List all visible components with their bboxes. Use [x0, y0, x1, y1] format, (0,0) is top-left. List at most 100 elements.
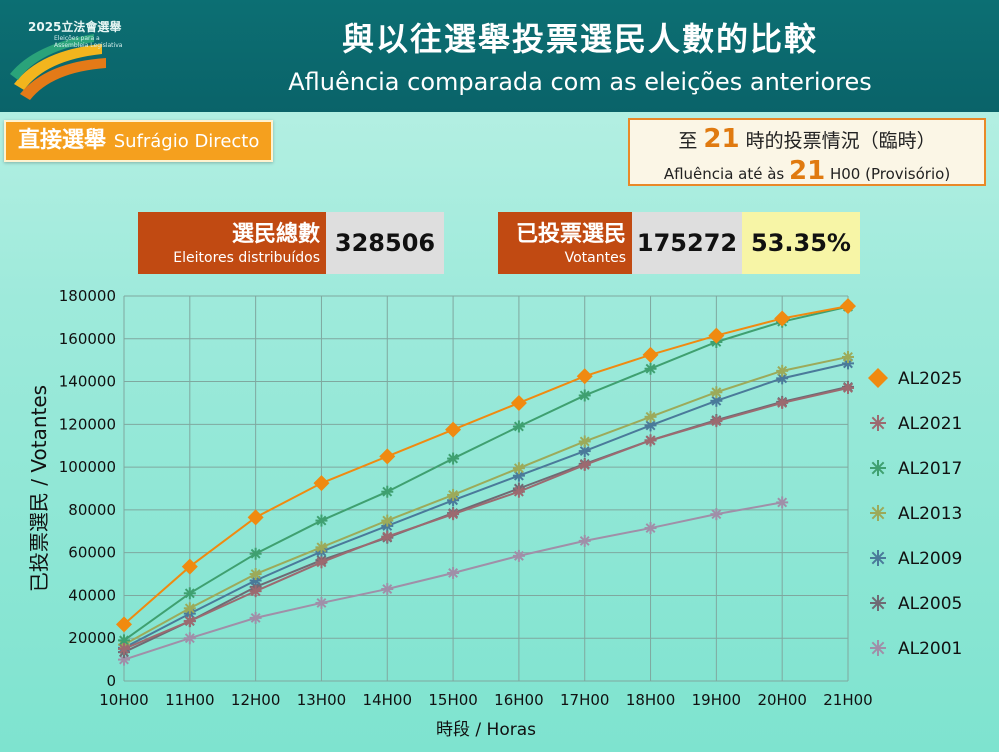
series-line-al2017 — [123, 305, 849, 642]
legend-label-al2017: AL2017 — [898, 459, 962, 479]
x-tick-label: 16H00 — [494, 691, 543, 709]
x-tick-label: 11H00 — [165, 691, 214, 709]
turnout-value: 53.35% — [742, 212, 860, 274]
page-title-zh: 與以往選舉投票選民人數的比較 — [341, 20, 818, 58]
data-point-al2025 — [840, 298, 856, 315]
legend-marker-al2009 — [870, 550, 886, 566]
data-point-al2013 — [183, 602, 196, 615]
data-point-al2001 — [381, 583, 394, 596]
legend-label-al2013: AL2013 — [898, 504, 962, 524]
data-point-al2001 — [644, 522, 657, 535]
status-suffix-pt: H00 (Provisório) — [829, 165, 951, 183]
data-point-al2025 — [313, 475, 330, 492]
data-point-al2025 — [576, 368, 593, 385]
data-point-al2013 — [578, 435, 591, 448]
data-point-al2021 — [447, 508, 460, 521]
data-point-al2013 — [842, 350, 854, 363]
data-point-al2017 — [381, 485, 394, 498]
x-tick-label: 18H00 — [626, 691, 675, 709]
badge-pt: Sufrágio Directo — [113, 131, 260, 152]
data-point-al2025 — [510, 394, 527, 411]
data-point-al2025 — [379, 448, 396, 465]
voters-value: 175272 — [632, 212, 742, 274]
logo-title: 2025立法會選舉 — [28, 20, 122, 34]
y-tick-label: 160000 — [59, 330, 116, 348]
series-line-al2005 — [123, 385, 849, 654]
data-point-al2013 — [447, 488, 460, 501]
data-point-al2017 — [578, 389, 591, 402]
y-axis-title: 已投票選民 / Votantes — [27, 385, 51, 592]
data-point-al2021 — [512, 485, 525, 498]
x-tick-label: 15H00 — [428, 691, 477, 709]
y-tick-label: 120000 — [59, 415, 116, 433]
legend-label-al2021: AL2021 — [898, 414, 962, 434]
electors-value: 328506 — [326, 212, 444, 274]
data-point-al2021 — [644, 434, 657, 447]
voters-label: 已投票選民 Votantes — [498, 212, 632, 274]
data-point-al2021 — [710, 415, 723, 428]
x-tick-label: 19H00 — [692, 691, 741, 709]
legend-marker-al2001 — [870, 640, 886, 656]
legend-label-al2025: AL2025 — [898, 369, 962, 389]
legend-marker-al2017 — [870, 460, 886, 476]
election-logo — [10, 34, 106, 100]
x-tick-label: 12H00 — [231, 691, 280, 709]
y-tick-label: 100000 — [59, 458, 116, 476]
electors-label: 選民總數 Eleitores distribuídos — [138, 212, 326, 274]
data-point-al2021 — [249, 585, 262, 598]
series-line-al2021 — [123, 386, 849, 650]
electors-label-zh: 選民總數 — [231, 222, 320, 247]
data-point-al2017 — [447, 452, 460, 465]
status-prefix-pt: Afluência até às — [663, 165, 785, 183]
y-tick-label: 0 — [106, 672, 116, 690]
x-tick-label: 14H00 — [363, 691, 412, 709]
data-point-al2021 — [776, 396, 789, 409]
data-point-al2021 — [381, 530, 394, 543]
data-point-al2021 — [183, 615, 196, 628]
data-point-al2025 — [181, 558, 198, 575]
page-title-pt: Afluência comparada com as eleições ante… — [288, 68, 872, 96]
y-tick-label: 80000 — [68, 501, 116, 519]
x-tick-label: 10H00 — [99, 691, 148, 709]
x-tick-label: 21H00 — [823, 691, 872, 709]
data-point-al2013 — [776, 364, 789, 377]
status-suffix-zh: 時的投票情況（臨時） — [745, 130, 936, 152]
legend-label-al2005: AL2005 — [898, 594, 962, 614]
data-point-al2025 — [642, 346, 659, 363]
y-tick-label: 40000 — [68, 586, 116, 604]
data-point-al2001 — [249, 611, 262, 624]
data-point-al2013 — [512, 462, 525, 475]
data-point-al2001 — [183, 632, 196, 645]
series-line-al2013 — [123, 355, 849, 646]
data-point-al2001 — [447, 566, 460, 579]
y-tick-label: 180000 — [59, 287, 116, 305]
data-point-al2017 — [183, 587, 196, 600]
status-hour-zh: 21 — [703, 124, 740, 154]
data-point-al2001 — [315, 596, 328, 609]
data-point-al2021 — [842, 381, 854, 394]
y-tick-label: 20000 — [68, 629, 116, 647]
data-point-al2017 — [512, 420, 525, 433]
data-point-al2021 — [118, 642, 130, 655]
status-box: 至 21 時的投票情況（臨時） Afluência até às 21 H00 … — [628, 118, 986, 186]
data-point-al2013 — [249, 568, 262, 581]
data-point-al2021 — [578, 458, 591, 471]
legend-marker-al2021 — [870, 415, 886, 431]
x-tick-label: 20H00 — [757, 691, 806, 709]
x-tick-label: 17H00 — [560, 691, 609, 709]
legend-marker-al2025 — [868, 368, 888, 388]
data-point-al2017 — [249, 547, 262, 560]
electors-label-pt: Eleitores distribuídos — [173, 250, 320, 266]
data-point-al2013 — [644, 410, 657, 423]
series-line-al2025 — [123, 305, 849, 626]
data-point-al2001 — [512, 549, 525, 562]
data-point-al2001 — [578, 534, 591, 547]
data-point-al2001 — [710, 508, 723, 521]
data-point-al2021 — [315, 556, 328, 569]
data-point-al2025 — [445, 421, 462, 438]
data-point-al2013 — [315, 541, 328, 554]
y-tick-label: 60000 — [68, 544, 116, 562]
data-point-al2025 — [247, 509, 264, 526]
header-bar: 2025立法會選舉 Eleições para a Assembleia Leg… — [0, 0, 999, 112]
